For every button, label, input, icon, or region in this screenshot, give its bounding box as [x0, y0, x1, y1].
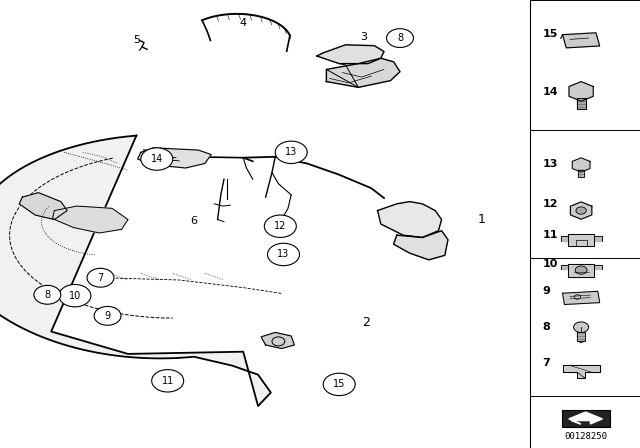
Text: 8: 8 — [543, 322, 550, 332]
Text: 3: 3 — [360, 32, 367, 42]
Polygon shape — [394, 231, 448, 260]
Polygon shape — [138, 148, 211, 168]
Text: 12: 12 — [274, 221, 287, 231]
Text: 13: 13 — [285, 147, 298, 157]
Circle shape — [573, 322, 589, 332]
Polygon shape — [569, 412, 602, 424]
Text: 5: 5 — [133, 35, 140, 45]
Text: 2: 2 — [362, 316, 370, 329]
Polygon shape — [0, 136, 271, 406]
Polygon shape — [19, 193, 67, 220]
Circle shape — [34, 285, 61, 304]
Text: 9: 9 — [543, 286, 550, 296]
Circle shape — [575, 266, 587, 274]
Text: 14: 14 — [150, 154, 163, 164]
Polygon shape — [569, 82, 593, 101]
Circle shape — [576, 207, 586, 214]
Text: 4: 4 — [239, 18, 247, 28]
Text: 8: 8 — [397, 33, 403, 43]
Text: 10: 10 — [543, 259, 558, 269]
Polygon shape — [326, 58, 400, 87]
Text: 13: 13 — [543, 159, 558, 168]
Text: 6: 6 — [191, 216, 197, 226]
Text: 11: 11 — [161, 376, 174, 386]
Circle shape — [275, 141, 307, 164]
Text: 7: 7 — [97, 273, 104, 283]
Polygon shape — [52, 206, 128, 233]
Polygon shape — [563, 33, 600, 48]
Polygon shape — [561, 265, 568, 269]
Circle shape — [94, 306, 121, 325]
Text: 15: 15 — [543, 29, 558, 39]
Circle shape — [264, 215, 296, 237]
Polygon shape — [570, 202, 592, 219]
Polygon shape — [594, 265, 602, 269]
Text: 12: 12 — [543, 199, 558, 209]
Text: 8: 8 — [44, 290, 51, 300]
Circle shape — [87, 268, 114, 287]
Text: 00128250: 00128250 — [564, 432, 607, 441]
Text: 14: 14 — [543, 87, 558, 97]
Polygon shape — [561, 236, 568, 241]
Circle shape — [152, 370, 184, 392]
Text: 10: 10 — [68, 291, 81, 301]
Circle shape — [268, 243, 300, 266]
Text: 13: 13 — [277, 250, 290, 259]
Polygon shape — [568, 264, 594, 277]
Polygon shape — [261, 332, 294, 349]
Polygon shape — [594, 236, 602, 241]
Text: 7: 7 — [543, 358, 550, 368]
Polygon shape — [317, 45, 384, 64]
Polygon shape — [563, 366, 600, 378]
Circle shape — [387, 29, 413, 47]
Polygon shape — [577, 332, 585, 341]
Circle shape — [323, 373, 355, 396]
Circle shape — [141, 148, 173, 170]
Text: 11: 11 — [543, 230, 558, 240]
Bar — [530, 0, 640, 448]
Text: 9: 9 — [104, 311, 111, 321]
Polygon shape — [578, 170, 584, 177]
Bar — [562, 410, 610, 427]
Polygon shape — [577, 98, 586, 109]
Polygon shape — [378, 202, 442, 237]
Polygon shape — [572, 158, 590, 172]
Text: 15: 15 — [333, 379, 346, 389]
Polygon shape — [568, 234, 594, 246]
Text: 1: 1 — [477, 213, 485, 226]
Polygon shape — [563, 291, 600, 305]
Circle shape — [59, 284, 91, 307]
